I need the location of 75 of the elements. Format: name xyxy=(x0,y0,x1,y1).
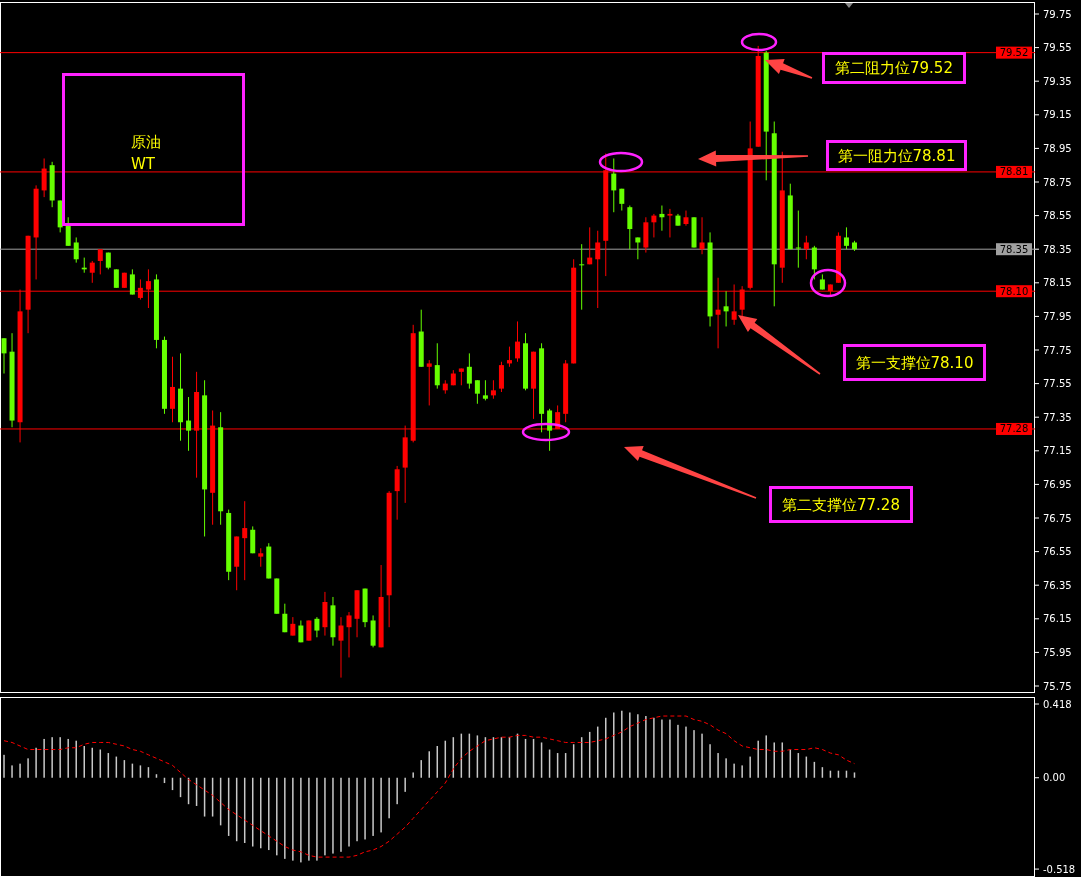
y-tick-label: 77.55 xyxy=(1043,378,1072,390)
y-tick-label: 78.35 xyxy=(1043,243,1072,255)
ref-line-label: 77.28 xyxy=(999,423,1029,435)
line-series xyxy=(3,715,855,858)
candlestick xyxy=(803,235,809,260)
candlestick xyxy=(258,547,264,568)
y-tick-label: 0.418 xyxy=(1043,698,1072,710)
y-tick-label: 79.35 xyxy=(1043,75,1072,87)
candlestick xyxy=(635,236,641,260)
candlestick xyxy=(795,210,801,269)
y-tick-label: -0.518 xyxy=(1043,863,1076,875)
candlestick xyxy=(290,616,296,637)
y-tick-label: 76.95 xyxy=(1043,478,1072,490)
candlestick xyxy=(1,337,7,375)
candlestick xyxy=(474,379,480,405)
y-tick-label: 78.55 xyxy=(1043,210,1072,222)
ref-line-label: 78.10 xyxy=(999,285,1029,297)
y-tick-label: 0.00 xyxy=(1043,772,1066,784)
y-tick-label: 77.75 xyxy=(1043,344,1072,356)
y-tick-label: 77.15 xyxy=(1043,445,1072,457)
y-tick-label: 76.55 xyxy=(1043,546,1072,558)
candlestick xyxy=(667,208,673,238)
y-tick-label: 77.35 xyxy=(1043,411,1072,423)
y-tick-label: 78.95 xyxy=(1043,142,1072,154)
y-tick-label: 77.95 xyxy=(1043,310,1072,322)
annotation: 第二阻力位79.52 xyxy=(835,59,953,78)
candlestick xyxy=(627,205,633,250)
candlestick xyxy=(73,236,79,264)
candlestick xyxy=(683,210,689,227)
text: 原油 WT xyxy=(131,133,161,173)
candlestick xyxy=(89,260,95,284)
candlestick xyxy=(498,361,504,393)
candlestick xyxy=(129,268,135,296)
candlestick xyxy=(394,465,400,521)
candlestick xyxy=(65,216,71,247)
annotation: 第一阻力位78.81 xyxy=(837,146,956,165)
annotation: 第一支撑位78.10 xyxy=(855,353,974,372)
y-tick-label: 75.75 xyxy=(1043,680,1072,692)
candlestick xyxy=(306,619,312,642)
annotation: 第二支撑位77.28 xyxy=(782,495,900,514)
candlestick xyxy=(170,356,175,423)
candlestick xyxy=(186,396,192,452)
y-tick-label: 76.35 xyxy=(1043,579,1072,591)
candlestick xyxy=(97,248,103,275)
candlestick xyxy=(346,611,352,658)
candlestick xyxy=(434,342,440,390)
candlestick xyxy=(611,157,617,213)
candlestick xyxy=(490,379,496,400)
candlestick xyxy=(242,500,248,581)
candlestick xyxy=(466,352,472,390)
y-tick-label: 79.55 xyxy=(1043,42,1072,54)
candlestick xyxy=(113,268,119,289)
y-tick-label: 76.75 xyxy=(1043,512,1072,524)
y-tick-label: 76.15 xyxy=(1043,613,1072,625)
candlestick xyxy=(250,525,256,554)
candlestick xyxy=(547,408,553,452)
candlestick xyxy=(811,245,817,280)
candlestick xyxy=(426,359,432,406)
ref-line-label: 79.52 xyxy=(999,47,1029,59)
candlestick xyxy=(579,243,585,311)
y-tick-label: 79.15 xyxy=(1043,109,1072,121)
y-tick-label: 78.75 xyxy=(1043,176,1072,188)
candlestick xyxy=(482,379,488,401)
candlestick xyxy=(282,603,288,633)
ref-line-label: 78.35 xyxy=(999,243,1029,255)
y-tick-label: 78.15 xyxy=(1043,277,1072,289)
candlestick xyxy=(723,290,729,327)
candlestick xyxy=(843,226,849,250)
candlestick xyxy=(699,216,705,255)
candlestick xyxy=(314,616,320,638)
y-tick-label: 79.75 xyxy=(1043,8,1072,20)
y-tick-label: 75.95 xyxy=(1043,646,1072,658)
ref-line-label: 78.81 xyxy=(999,166,1029,178)
candlestick xyxy=(338,616,344,679)
candlestick xyxy=(515,320,520,363)
